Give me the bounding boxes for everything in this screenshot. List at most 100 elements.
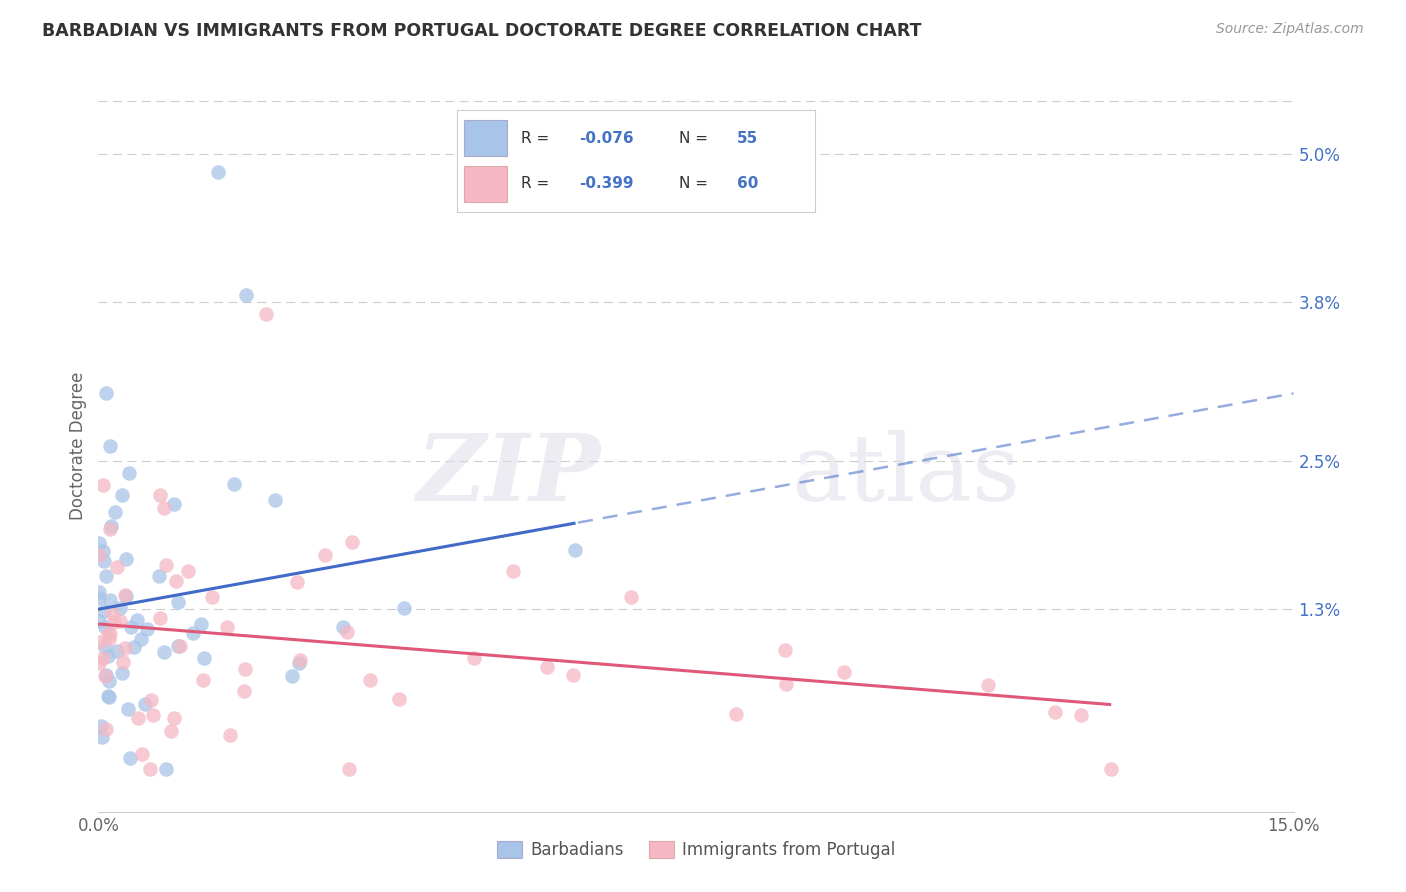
Point [122,640,145,655]
Point [1045,706,1067,720]
Point [340,534,363,549]
Point [98,627,121,641]
Point [104,505,127,519]
Point [387,691,409,706]
Point [114,641,136,656]
Point [89,549,111,563]
Point [98,439,121,453]
Point [288,657,311,671]
Point [163,497,186,511]
Point [135,623,157,637]
Point [97,689,120,703]
Point [359,673,381,687]
Point [93,554,115,568]
Point [97,674,120,689]
Point [394,601,416,615]
Point [90,719,112,733]
Point [502,564,524,578]
Point [561,668,583,682]
Point [314,548,336,562]
Point [620,590,643,604]
Point [215,620,238,634]
Point [94,668,117,682]
Point [91,651,114,665]
Point [169,639,191,653]
Point [131,747,153,762]
Text: atlas: atlas [792,430,1021,520]
Point [139,762,162,776]
Point [193,651,215,665]
Point [101,607,124,621]
Point [115,552,138,566]
Point [152,645,174,659]
Point [134,697,156,711]
Point [166,595,188,609]
Point [97,648,120,663]
Point [96,569,118,583]
Point [97,632,120,646]
Point [177,564,200,578]
Point [118,750,141,764]
Point [165,574,187,588]
Point [181,626,204,640]
Point [89,591,111,606]
Point [222,476,245,491]
Point [288,653,311,667]
Point [93,478,115,492]
Point [89,584,111,599]
Point [773,643,796,657]
Point [103,615,125,630]
Point [153,500,176,515]
Point [159,724,181,739]
Point [111,665,134,680]
Point [93,544,115,558]
Point [148,568,170,582]
Point [155,762,177,776]
Y-axis label: Doctorate Degree: Doctorate Degree [69,372,87,520]
Point [463,650,485,665]
Point [127,710,149,724]
Point [233,684,256,698]
Point [98,593,121,607]
Point [129,632,152,646]
Text: BARBADIAN VS IMMIGRANTS FROM PORTUGAL DOCTORATE DEGREE CORRELATION CHART: BARBADIAN VS IMMIGRANTS FROM PORTUGAL DO… [42,22,922,40]
Point [254,307,277,321]
Point [94,640,117,654]
Point [89,656,111,670]
Point [100,518,122,533]
Point [536,660,558,674]
Point [163,711,186,725]
Point [201,590,224,604]
Point [105,644,128,658]
Point [775,677,797,691]
Point [114,588,136,602]
Point [91,730,114,744]
Point [96,627,118,641]
Point [1099,762,1122,776]
Point [108,601,131,615]
Point [219,728,242,742]
Point [89,635,111,649]
Point [285,575,308,590]
Legend: Barbadians, Immigrants from Portugal: Barbadians, Immigrants from Portugal [491,834,901,865]
Point [139,692,162,706]
Point [149,611,172,625]
Point [94,722,117,736]
Point [89,614,111,628]
Point [167,639,190,653]
Point [94,669,117,683]
Text: Source: ZipAtlas.com: Source: ZipAtlas.com [1216,22,1364,37]
Point [190,617,212,632]
Point [336,625,359,640]
Point [207,165,229,179]
Point [149,488,172,502]
Point [117,467,139,481]
Point [94,619,117,633]
Point [155,558,177,573]
Point [105,560,128,574]
Point [108,614,131,628]
Point [332,620,354,634]
Point [142,707,165,722]
Point [120,620,142,634]
Point [94,386,117,401]
